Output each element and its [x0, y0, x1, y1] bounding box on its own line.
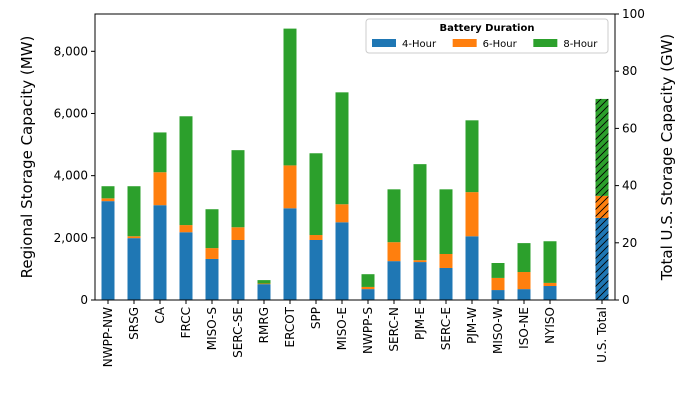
plot-frame	[94, 13, 616, 301]
bar-segment	[153, 205, 167, 300]
bar-segment	[231, 227, 245, 241]
bar-segment	[413, 262, 427, 300]
legend-swatch	[533, 39, 558, 47]
bar-segment	[257, 280, 271, 284]
bar-segment	[179, 225, 193, 233]
x-tick-label: MISO-S	[205, 307, 219, 350]
bar-segment	[543, 241, 557, 283]
bar-segment	[127, 236, 141, 239]
bar-segment	[283, 208, 297, 300]
y-tick-label: 4,000	[54, 169, 88, 183]
bar-segment	[231, 150, 245, 228]
bar-segment	[465, 192, 479, 237]
bar-segment	[205, 258, 219, 300]
y2-tick-label: 20	[622, 236, 637, 250]
bar-segment	[465, 120, 479, 193]
legend-label: 4-Hour	[402, 39, 437, 50]
bar-segment	[517, 289, 531, 300]
y-tick-label: 8,000	[54, 44, 88, 58]
bar-segment	[543, 282, 557, 287]
x-tick-label: MISO-W	[491, 307, 505, 354]
bar-segment	[205, 248, 219, 259]
bar-segment	[179, 232, 193, 300]
x-tick-label: ISO-NE	[517, 307, 531, 349]
y2-tick-label: 80	[622, 64, 637, 78]
x-tick-label: CA	[153, 306, 167, 323]
x-tick-label: RMRG	[257, 307, 271, 343]
x-tick-label: NWPP-S	[361, 307, 375, 354]
y-axis-label: Regional Storage Capacity (MW)	[18, 36, 36, 279]
bar-segment	[439, 267, 453, 300]
x-tick-label: NYISO	[543, 307, 557, 344]
bar-segment	[309, 235, 323, 241]
legend-title: Battery Duration	[440, 23, 535, 34]
legend-label: 6-Hour	[483, 39, 518, 50]
bar-segment	[335, 222, 349, 300]
bar-segment	[179, 116, 193, 226]
bar-segment	[387, 261, 401, 300]
y2-tick-label: 100	[622, 7, 645, 21]
total-bar-hatch	[595, 217, 609, 300]
y-tick-label: 0	[80, 293, 88, 307]
y2-axis-label: Total U.S. Storage Capacity (GW)	[658, 34, 676, 282]
bar-segment	[439, 253, 453, 268]
bar-segment	[491, 290, 505, 300]
bar-segment	[283, 28, 297, 166]
bar-segment	[309, 153, 323, 236]
bar-segment	[153, 172, 167, 206]
y2-tick-label: 40	[622, 179, 637, 193]
total-bar-hatch	[595, 98, 609, 196]
total-bar-hatch	[595, 195, 609, 218]
bar-segment	[361, 286, 375, 290]
x-tick-label: SRSG	[127, 307, 141, 340]
bar-segment	[543, 286, 557, 300]
y-tick-label: 6,000	[54, 106, 88, 120]
bar-segment	[283, 165, 297, 209]
bar-segment	[335, 204, 349, 223]
x-tick-label: SPP	[309, 307, 323, 329]
x-tick-label: SERC-E	[439, 307, 453, 350]
bar-segment	[491, 263, 505, 278]
y2-tick-label: 0	[622, 293, 630, 307]
bar-segment	[413, 164, 427, 261]
x-tick-label: U.S. Total	[595, 307, 609, 363]
bar-segment	[101, 186, 115, 199]
legend-swatch	[372, 39, 396, 47]
bar-segment	[517, 243, 531, 273]
bar-segment	[361, 289, 375, 300]
bar-segment	[205, 209, 219, 249]
bar-segment	[465, 236, 479, 300]
bar-segment	[361, 274, 375, 287]
bar-segment	[309, 240, 323, 300]
bar-segment	[491, 277, 505, 291]
bar-segment	[439, 189, 453, 254]
bar-segment	[127, 238, 141, 300]
bar-segment	[517, 272, 531, 290]
bar-segment	[231, 240, 245, 300]
x-tick-label: PJM-E	[413, 307, 427, 340]
bar-segment	[153, 132, 167, 173]
bar-segment	[387, 189, 401, 243]
bar-segment	[413, 260, 427, 263]
bar-segment	[257, 283, 271, 285]
bar-segment	[387, 242, 401, 262]
bar-segment	[101, 201, 115, 300]
legend-swatch	[452, 39, 477, 47]
legend-label: 8-Hour	[563, 39, 598, 50]
x-tick-label: FRCC	[179, 307, 193, 338]
y-tick-label: 2,000	[54, 231, 88, 245]
bar-segment	[335, 92, 349, 205]
bar-segment	[101, 198, 115, 202]
x-tick-label: PJM-W	[465, 307, 479, 344]
bar-segment	[257, 284, 271, 300]
x-tick-label: MISO-E	[335, 307, 349, 350]
x-tick-label: ERCOT	[283, 306, 297, 347]
bar-segment	[127, 186, 141, 237]
x-tick-label: SERC-N	[387, 307, 401, 352]
x-tick-label: SERC-SE	[231, 307, 245, 358]
y2-tick-label: 60	[622, 121, 637, 135]
x-tick-label: NWPP-NW	[101, 307, 115, 367]
